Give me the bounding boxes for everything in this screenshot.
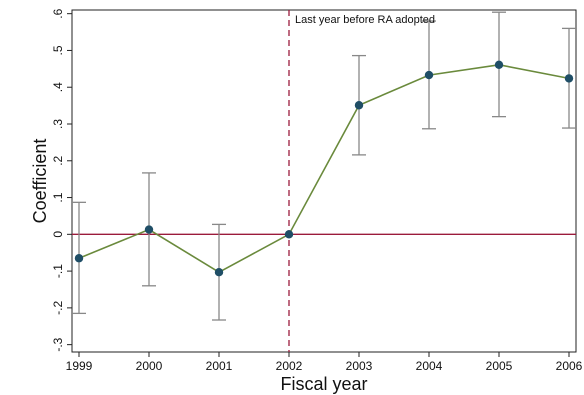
data-point <box>74 254 84 263</box>
x-tick-label: 2004 <box>416 359 443 373</box>
x-tick-label: 2006 <box>556 359 583 373</box>
data-point <box>214 268 224 277</box>
x-tick-label: 2000 <box>136 359 163 373</box>
y-tick-label: -.1 <box>51 264 65 278</box>
y-tick-label: -.2 <box>51 301 65 315</box>
vertical-line-annotation: Last year before RA adopted <box>295 14 435 26</box>
x-tick-label: 2001 <box>206 359 233 373</box>
y-tick-label: 0 <box>51 231 65 238</box>
plot-frame <box>71 9 577 353</box>
y-tick-label: .4 <box>51 82 65 92</box>
data-point <box>284 230 294 239</box>
y-tick-label: .6 <box>51 8 65 18</box>
y-tick-label: .2 <box>51 155 65 165</box>
coefficient-line <box>78 63 570 274</box>
y-tick-label: -.3 <box>51 337 65 351</box>
x-axis-title: Fiscal year <box>280 374 367 394</box>
data-point <box>564 74 574 83</box>
y-tick-label: .1 <box>51 192 65 202</box>
x-tick-label: 1999 <box>66 359 93 373</box>
data-point <box>424 70 434 80</box>
data-point <box>494 60 504 69</box>
y-tick-label: .3 <box>51 119 65 129</box>
data-point <box>354 101 364 110</box>
plot-area: -.3 -.2 -.1 0 .1 .2 .3 .4 .5 .6 1999 2000 2001 2002 20… <box>51 8 583 373</box>
y-axis-title: Coefficient <box>30 139 50 224</box>
x-tick-label: 2005 <box>486 359 513 373</box>
data-point <box>144 225 154 234</box>
x-tick-label: 2002 <box>276 359 303 373</box>
y-tick-label: .5 <box>51 45 65 55</box>
x-tick-label: 2003 <box>346 359 373 373</box>
